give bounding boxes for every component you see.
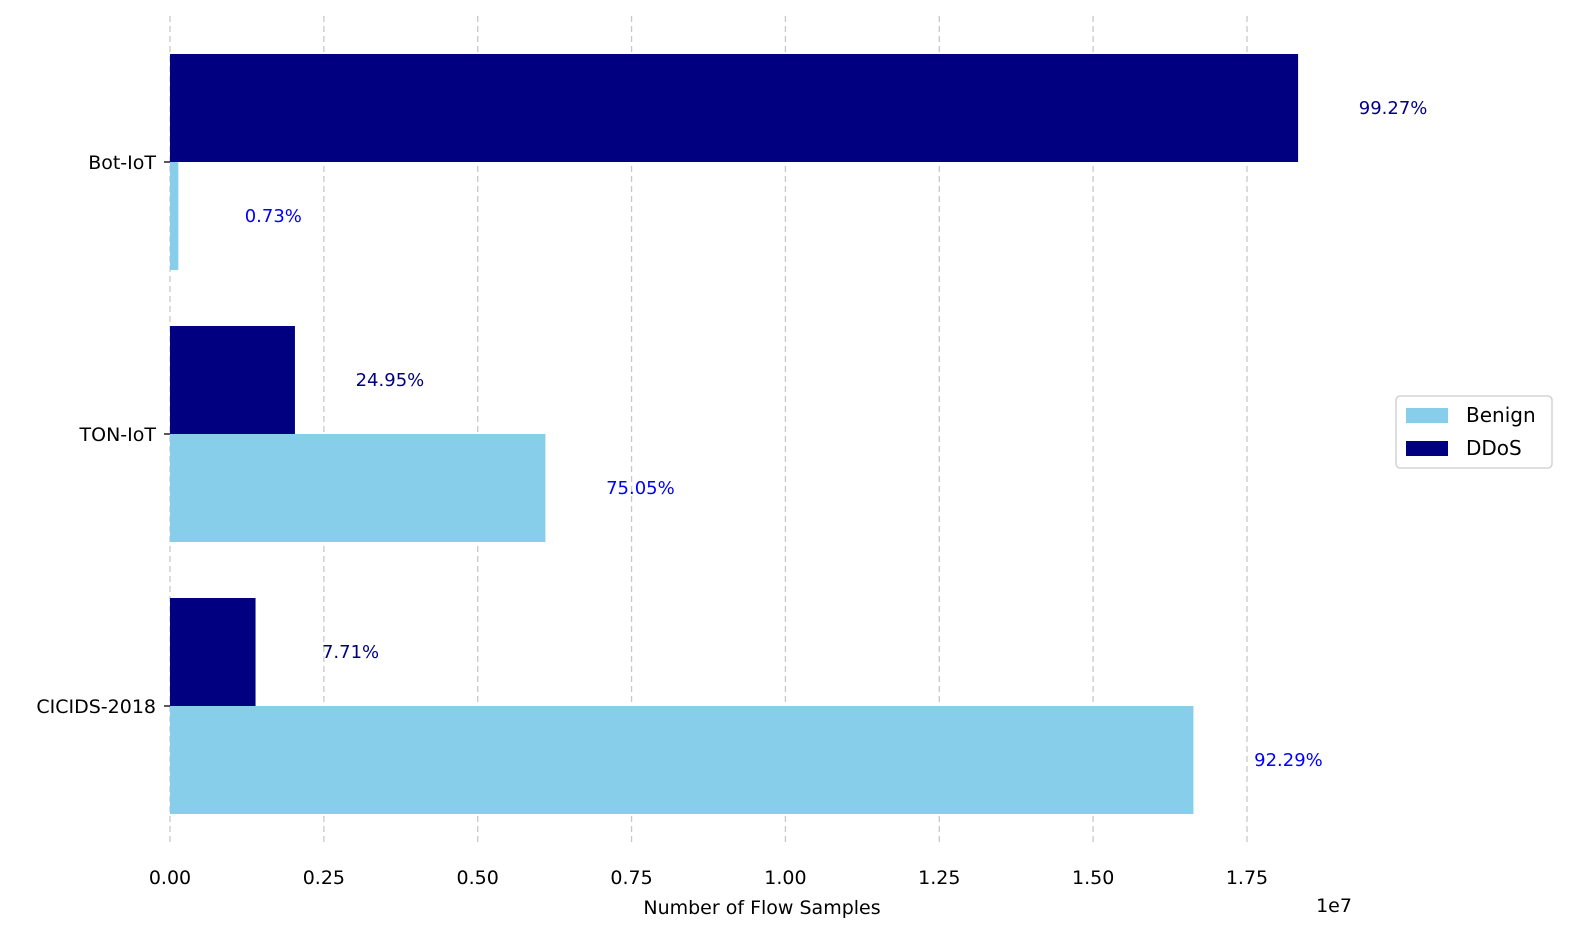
x-tick-label: 0.75: [610, 867, 652, 889]
bar-value-label: 75.05%: [606, 478, 675, 499]
bar-value-label: 7.71%: [322, 642, 379, 663]
bars: [170, 54, 1299, 814]
legend: Benign DDoS: [1395, 395, 1553, 469]
y-tick-label: CICIDS-2018: [36, 696, 156, 718]
x-axis-label: Number of Flow Samples: [643, 897, 880, 919]
legend-label-ddos: DDoS: [1466, 436, 1522, 460]
bar-value-label: 0.73%: [245, 206, 302, 227]
bar-value-label: 99.27%: [1359, 98, 1428, 119]
bar-ddos-bot-iot: [170, 54, 1299, 162]
x-tick-label: 1.75: [1226, 867, 1268, 889]
y-tick-label: TON-IoT: [79, 424, 157, 446]
y-tick-label: Bot-IoT: [88, 152, 156, 174]
bar-ddos-ton-iot: [170, 326, 295, 434]
x-tick-label: 1.00: [764, 867, 806, 889]
axes: 0.00 0.25 0.50 0.75 1.00 1.25 1.50 1.75 Bot-IoT T…: [36, 152, 1268, 889]
x-tick-label: 0.25: [303, 867, 345, 889]
legend-swatch-benign: [1406, 408, 1448, 423]
bar-benign-cicids-2018: [170, 706, 1194, 814]
bar-value-label: 24.95%: [356, 370, 425, 391]
x-tick-label: 1.50: [1072, 867, 1114, 889]
x-tick-label: 0.00: [149, 867, 191, 889]
bar-value-labels: 0.73% 75.05% 92.29% 99.27% 24.95% 7.71%: [245, 98, 1428, 771]
x-tick-label: 0.50: [457, 867, 499, 889]
x-axis-offset-text: 1e7: [1316, 895, 1352, 917]
legend-swatch-ddos: [1406, 441, 1448, 456]
legend-label-benign: Benign: [1466, 403, 1536, 427]
bar-ddos-cicids-2018: [170, 598, 256, 706]
bar-benign-ton-iot: [170, 434, 546, 542]
bar-benign-bot-iot: [170, 162, 179, 270]
x-tick-label: 1.25: [918, 867, 960, 889]
bar-value-label: 92.29%: [1254, 750, 1323, 771]
